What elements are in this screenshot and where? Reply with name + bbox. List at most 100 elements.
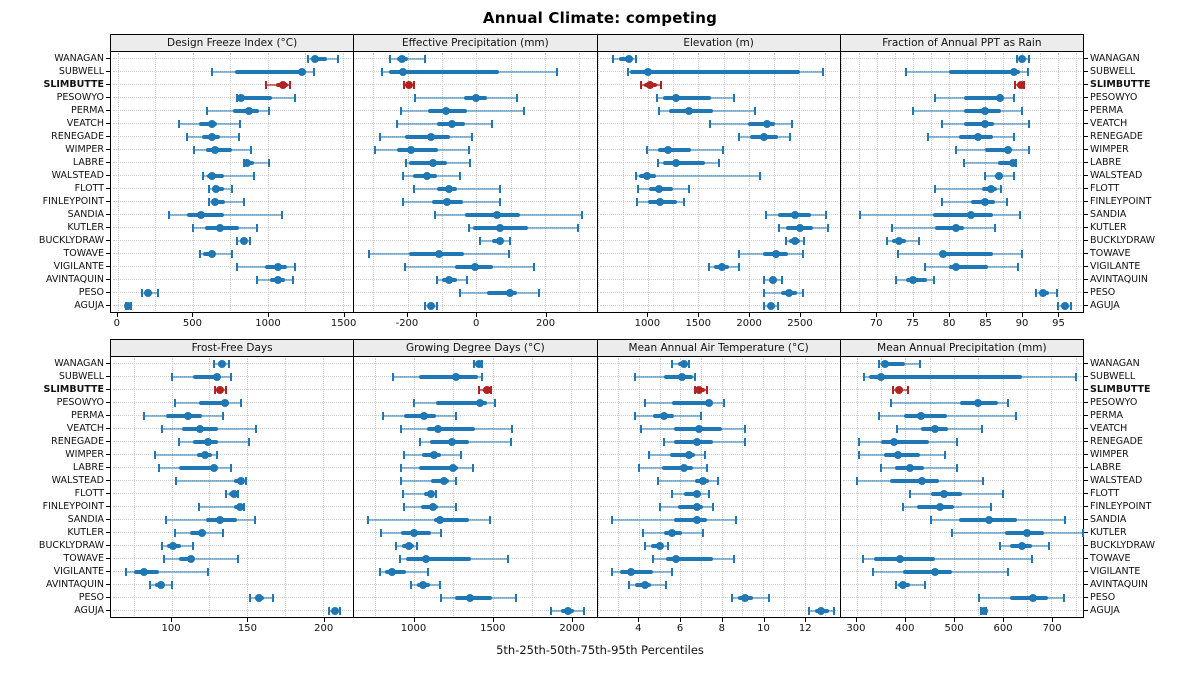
panel-x-axis: 4 6 8 10 12 [597, 618, 841, 637]
percentile-row [598, 91, 840, 104]
site-label: RENEGADE [51, 436, 104, 447]
horizontal-gridline [599, 253, 838, 254]
site-label: FLOTT [74, 183, 104, 194]
whisker-cap [222, 412, 225, 420]
whisker-cap [1074, 373, 1077, 381]
y-axis-tick [106, 454, 110, 455]
vertical-gridline [929, 358, 931, 616]
x-axis-tick-label: 1500 [330, 318, 357, 329]
horizontal-gridline [356, 175, 595, 176]
y-axis-tick [106, 253, 110, 254]
y-axis-tick [106, 584, 110, 585]
horizontal-gridline [599, 240, 838, 241]
whisker-cap [197, 503, 200, 511]
median-dot [654, 185, 663, 193]
interquartile-bar-25th-75th [934, 226, 964, 230]
vertical-gridline [783, 358, 785, 616]
whisker-cap [877, 360, 880, 368]
percentile-row [598, 396, 840, 409]
whisker-cap [743, 438, 746, 446]
whisker-cap [229, 373, 232, 381]
x-axis-tick-label: 2500 [787, 318, 813, 329]
chart-title: Annual Climate: competing [482, 9, 718, 27]
whisker-cap [228, 360, 231, 368]
whisker-cap [191, 224, 194, 232]
median-dot [399, 68, 408, 76]
median-dot [939, 250, 948, 258]
interquartile-bar-25th-75th [486, 291, 517, 295]
vertical-gridline [723, 53, 725, 311]
panel-plot [839, 52, 1088, 313]
percentile-row [111, 448, 353, 461]
interquartile-bar-25th-75th [418, 375, 478, 379]
site-label: SANDIA [67, 514, 104, 525]
whisker-cap [933, 276, 936, 284]
percentile-row [111, 591, 353, 604]
x-axis-tick-label: 4 [635, 623, 642, 634]
percentile-row [841, 208, 1083, 221]
y-axis-tick [106, 123, 110, 124]
percentile-row [841, 91, 1083, 104]
whisker-cap [215, 451, 218, 459]
whisker-cap [894, 581, 897, 589]
y-axis-tick [1084, 363, 1088, 364]
percentile-row [111, 130, 353, 143]
median-dot [659, 412, 668, 420]
median-dot [935, 503, 944, 511]
whisker-cap [491, 120, 494, 128]
x-axis-tick [343, 313, 345, 317]
percentile-row [354, 234, 596, 247]
median-dot [705, 399, 714, 407]
x-axis-tick [171, 618, 173, 622]
percentile-row [111, 299, 353, 312]
whisker-cap [933, 185, 936, 193]
site-label: WANAGAN [1090, 53, 1140, 64]
median-dot [273, 263, 282, 271]
horizontal-gridline [356, 571, 595, 572]
median-dot [768, 276, 777, 284]
percentile-row [841, 65, 1083, 78]
median-dot [405, 542, 414, 550]
horizontal-gridline [842, 305, 1081, 306]
whisker-cap [206, 568, 209, 576]
median-dot [699, 477, 708, 485]
vertical-gridline [647, 53, 649, 311]
percentile-row [111, 156, 353, 169]
whisker-cap [940, 198, 943, 206]
median-dot [672, 555, 681, 563]
median-dot [952, 263, 961, 271]
horizontal-gridline [356, 240, 595, 241]
median-dot [930, 425, 939, 433]
whisker-cap [896, 250, 899, 258]
site-label: PERMA [70, 105, 104, 116]
vertical-gridline [209, 358, 211, 616]
percentile-row [354, 578, 596, 591]
whisker-cap [924, 263, 927, 271]
whisker-cap [394, 542, 397, 550]
y-axis-tick [1084, 240, 1088, 241]
median-dot [216, 516, 224, 524]
whisker-cap [230, 185, 233, 193]
whisker-cap [292, 276, 295, 284]
percentile-row [598, 104, 840, 117]
whisker-cap [1047, 542, 1050, 550]
whisker-cap [877, 412, 880, 420]
whisker-cap [693, 373, 696, 381]
median-dot [433, 425, 442, 433]
whisker-cap [1014, 81, 1017, 89]
median-dot [278, 81, 287, 89]
y-axis-tick [106, 214, 110, 215]
y-axis-tick [106, 545, 110, 546]
percentile-row [598, 604, 840, 617]
whisker-5th-95th [401, 480, 457, 482]
whisker-cap [398, 555, 401, 563]
median-dot [388, 568, 397, 576]
site-label: FINLEYPOINT [42, 501, 104, 512]
median-dot [140, 568, 149, 576]
y-axis-tick [106, 227, 110, 228]
panel-plot [596, 357, 841, 618]
percentile-row [841, 526, 1084, 539]
site-label: BUCKLYDRAW [38, 540, 104, 551]
median-dot [483, 386, 492, 394]
horizontal-gridline [113, 292, 352, 293]
